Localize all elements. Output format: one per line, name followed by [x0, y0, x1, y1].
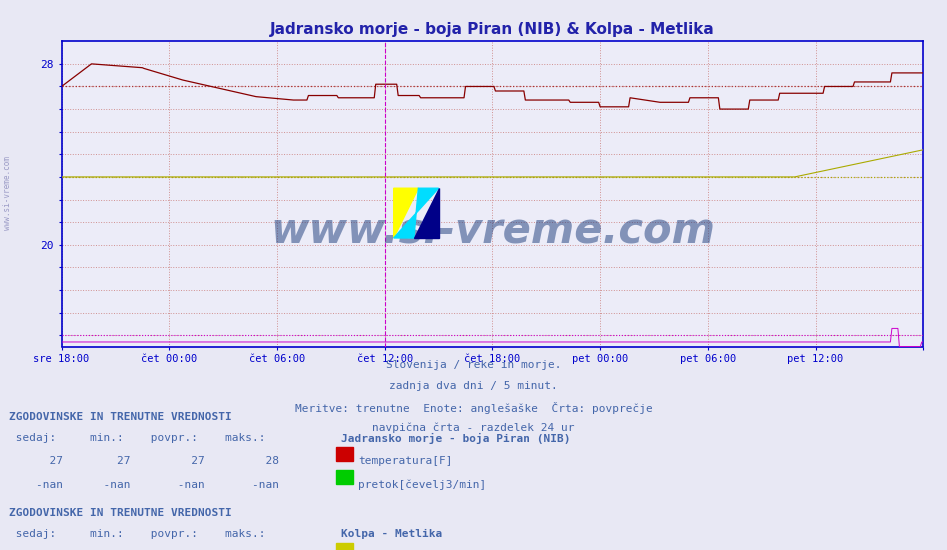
Text: www.si-vreme.com: www.si-vreme.com — [3, 156, 12, 229]
Title: Jadransko morje - boja Piran (NIB) & Kolpa - Metlika: Jadransko morje - boja Piran (NIB) & Kol… — [270, 23, 715, 37]
Text: navpična črta - razdelek 24 ur: navpična črta - razdelek 24 ur — [372, 423, 575, 433]
Text: ZGODOVINSKE IN TRENUTNE VREDNOSTI: ZGODOVINSKE IN TRENUTNE VREDNOSTI — [9, 412, 232, 422]
Polygon shape — [394, 188, 419, 238]
Text: zadnja dva dni / 5 minut.: zadnja dva dni / 5 minut. — [389, 381, 558, 391]
Text: sedaj:     min.:    povpr.:    maks.:: sedaj: min.: povpr.: maks.: — [9, 433, 266, 443]
Text: Meritve: trenutne  Enote: anglešaške  Črta: povprečje: Meritve: trenutne Enote: anglešaške Črta… — [295, 402, 652, 414]
Text: temperatura[F]: temperatura[F] — [358, 456, 453, 466]
Text: Slovenija / reke in morje.: Slovenija / reke in morje. — [385, 360, 562, 370]
Text: pretok[čevelj3/min]: pretok[čevelj3/min] — [358, 480, 486, 490]
Text: 27        27         27         28: 27 27 27 28 — [9, 456, 279, 466]
Polygon shape — [414, 188, 438, 238]
Text: Jadransko morje - boja Piran (NIB): Jadransko morje - boja Piran (NIB) — [341, 433, 570, 444]
Text: www.si-vreme.com: www.si-vreme.com — [270, 210, 715, 251]
Text: Kolpa - Metlika: Kolpa - Metlika — [341, 529, 442, 539]
Text: ZGODOVINSKE IN TRENUTNE VREDNOSTI: ZGODOVINSKE IN TRENUTNE VREDNOSTI — [9, 508, 232, 518]
Text: sedaj:     min.:    povpr.:    maks.:: sedaj: min.: povpr.: maks.: — [9, 529, 266, 539]
Polygon shape — [394, 188, 438, 238]
Text: -nan      -nan       -nan       -nan: -nan -nan -nan -nan — [9, 480, 279, 490]
